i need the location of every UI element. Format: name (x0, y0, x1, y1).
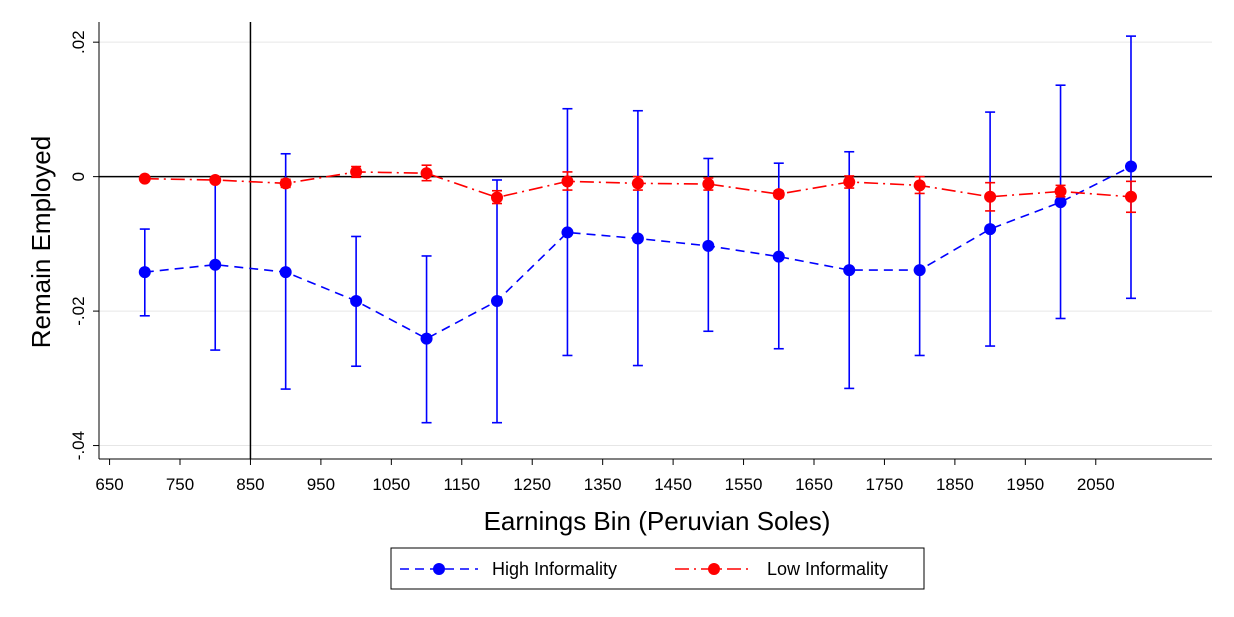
legend-marker (433, 563, 445, 575)
data-point (350, 165, 363, 178)
y-tick-label: 0 (69, 172, 88, 181)
data-point (138, 266, 151, 279)
legend-label: High Informality (492, 559, 617, 579)
data-point (279, 266, 292, 279)
data-point (984, 223, 997, 236)
x-tick-label: 1150 (444, 475, 481, 494)
axes: -.04 -.02 0 .02 650 750 850 950 1050 1150 1250 1350… (69, 22, 1212, 494)
x-tick-label: 650 (95, 475, 123, 494)
x-tick-label: 1650 (795, 475, 833, 494)
x-tick-label: 2050 (1077, 475, 1115, 494)
data-point (561, 175, 574, 188)
legend-marker (708, 563, 720, 575)
data-point (913, 264, 926, 277)
data-point (1124, 190, 1137, 203)
data-point (1054, 196, 1067, 209)
data-point (491, 191, 504, 204)
y-tick-label: -.02 (69, 296, 88, 325)
y-tick-label: .02 (69, 30, 88, 54)
legend-box (390, 547, 925, 590)
grid-lines (99, 41, 1212, 447)
x-tick-label: 1950 (1006, 475, 1044, 494)
data-point (420, 332, 433, 345)
x-tick-label: 950 (307, 475, 335, 494)
data-point (843, 264, 856, 277)
data-point (984, 190, 997, 203)
reference-lines (99, 22, 1212, 459)
data-point (1124, 160, 1137, 173)
data-point (350, 295, 363, 308)
x-tick-label: 1450 (654, 475, 692, 494)
x-tick-label: 1350 (584, 475, 622, 494)
data-point (631, 232, 644, 245)
data-point (772, 250, 785, 263)
x-tick-label: 1850 (936, 475, 974, 494)
data-point (772, 188, 785, 201)
x-tick-label: 750 (166, 475, 194, 494)
data-point (138, 172, 151, 185)
data-point (279, 177, 292, 190)
data-point (491, 295, 504, 308)
data-point (1054, 185, 1067, 198)
x-tick-label: 1750 (866, 475, 904, 494)
data-point (209, 258, 222, 271)
legend: High Informality Low Informality (390, 547, 925, 590)
data-point (843, 176, 856, 189)
data-point (631, 177, 644, 190)
x-tick-label: 1550 (725, 475, 763, 494)
data-point (702, 178, 715, 191)
y-axis-title: Remain Employed (26, 136, 56, 348)
data-point (913, 179, 926, 192)
series-layer (138, 35, 1137, 424)
legend-label: Low Informality (767, 559, 888, 579)
y-tick-label: -.04 (69, 431, 88, 460)
x-tick-label: 1250 (513, 475, 551, 494)
series-high-informality (138, 35, 1137, 424)
x-tick-label: 850 (236, 475, 264, 494)
data-point (561, 226, 574, 239)
data-point (420, 167, 433, 180)
data-point (209, 173, 222, 186)
series-low-informality (138, 164, 1137, 214)
x-axis-title: Earnings Bin (Peruvian Soles) (484, 506, 831, 536)
x-tick-label: 1050 (372, 475, 410, 494)
data-point (702, 239, 715, 252)
